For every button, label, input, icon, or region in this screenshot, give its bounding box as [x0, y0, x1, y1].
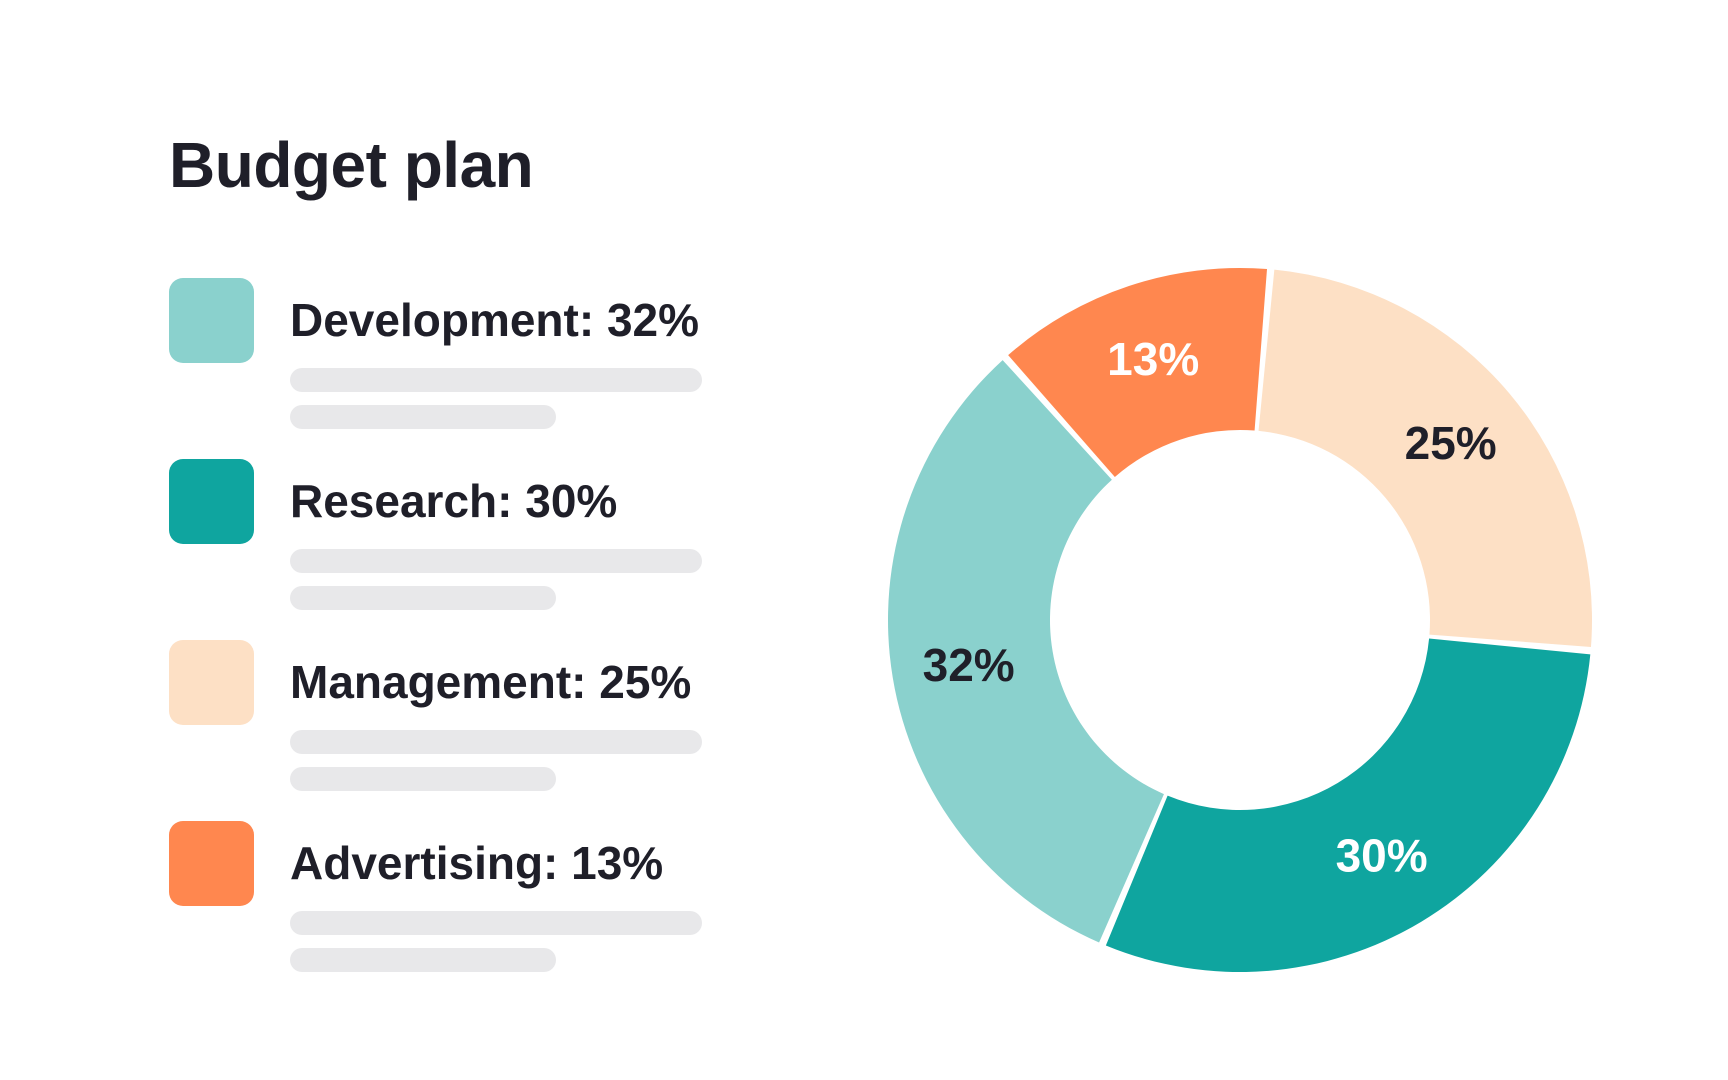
slice-label-management: 25% [1405, 417, 1497, 469]
placeholder-text-line [290, 405, 556, 429]
donut-chart: 25% 30% 32% 13% [887, 268, 1592, 972]
slice-development [887, 360, 1164, 943]
slice-research [1105, 638, 1591, 972]
placeholder-text-line [290, 368, 702, 392]
chart-title: Budget plan [169, 129, 534, 201]
legend-swatch-advertising [169, 821, 254, 906]
placeholder-text-line [290, 730, 702, 754]
legend-swatch-development [169, 278, 254, 363]
slice-label-development: 32% [923, 639, 1015, 691]
legend-label-development: Development: 32% [290, 294, 700, 346]
legend-swatch-management [169, 640, 254, 725]
slice-advertising [1008, 268, 1268, 478]
placeholder-text-line [290, 911, 702, 935]
placeholder-text-line [290, 549, 702, 573]
legend-item-management: Management: 25% [169, 640, 769, 821]
legend-item-development: Development: 32% [169, 278, 769, 459]
legend-label-advertising: Advertising: 13% [290, 837, 664, 889]
slice-label-advertising: 13% [1107, 333, 1199, 385]
placeholder-text-line [290, 586, 556, 610]
legend-label-management: Management: 25% [290, 656, 692, 708]
legend-item-advertising: Advertising: 13% [169, 821, 769, 1002]
placeholder-text-line [290, 948, 556, 972]
legend-item-research: Research: 30% [169, 459, 769, 640]
slice-label-research: 30% [1336, 830, 1428, 882]
slice-management [1258, 269, 1592, 648]
placeholder-text-line [290, 767, 556, 791]
legend-swatch-research [169, 459, 254, 544]
legend-label-research: Research: 30% [290, 475, 618, 527]
legend: Development: 32% Research: 30% Managemen… [169, 278, 769, 1002]
